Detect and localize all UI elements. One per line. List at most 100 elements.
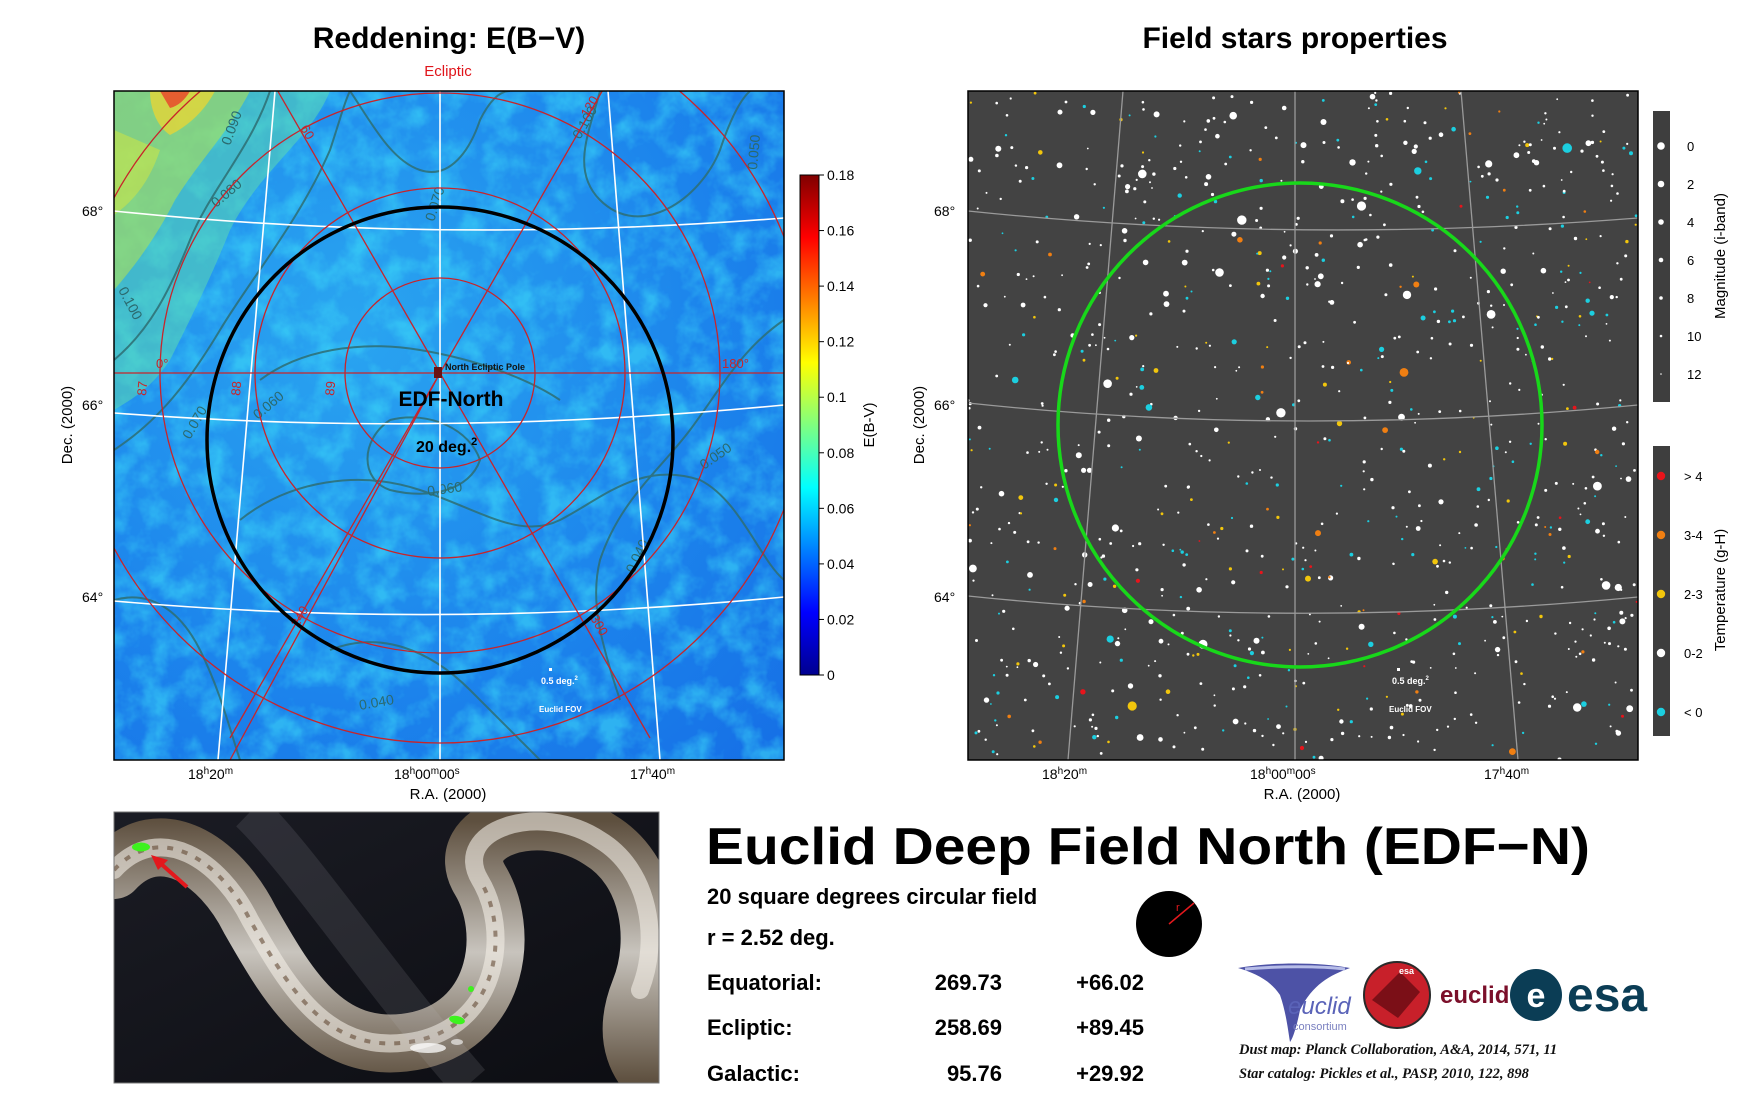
field-star <box>1164 484 1168 488</box>
field-star <box>1148 619 1154 625</box>
field-star <box>1213 531 1216 534</box>
colorbar-tick-label: 0.06 <box>827 500 854 516</box>
field-star <box>1322 340 1325 343</box>
field-star <box>1357 556 1361 561</box>
field-star <box>1358 735 1361 738</box>
field-star <box>1448 561 1452 564</box>
ra-tick-18h20m-stars: 18h20m <box>1042 766 1087 782</box>
field-star <box>1585 238 1588 241</box>
field-star <box>1231 339 1237 345</box>
field-star <box>1016 666 1019 669</box>
field-star <box>1193 726 1197 730</box>
field-star <box>1038 450 1041 453</box>
field-star <box>1523 682 1526 686</box>
field-star <box>1199 140 1202 144</box>
field-star <box>1374 133 1378 137</box>
field-star <box>1349 159 1356 166</box>
field-star <box>1575 655 1578 658</box>
field-star <box>1490 423 1493 426</box>
field-star <box>1458 450 1462 454</box>
field-star <box>1389 182 1393 186</box>
field-star <box>1444 107 1447 110</box>
field-star <box>1585 298 1590 303</box>
field-star <box>968 156 974 162</box>
field-star <box>976 284 980 288</box>
field-star <box>1614 583 1622 592</box>
field-star <box>1634 214 1638 218</box>
field-star <box>1605 313 1609 317</box>
field-star <box>1162 543 1165 546</box>
field-star <box>1073 725 1076 728</box>
field-star <box>1251 471 1254 474</box>
field-star <box>1551 695 1554 698</box>
field-star <box>1059 651 1063 654</box>
field-star <box>1206 119 1211 123</box>
field-star <box>1364 238 1368 241</box>
field-star <box>1057 109 1063 115</box>
field-star <box>1485 195 1490 199</box>
field-star <box>1527 151 1531 154</box>
field-star <box>1470 546 1473 550</box>
field-star <box>1098 537 1102 541</box>
field-star <box>1553 697 1557 700</box>
field-star <box>1493 620 1497 624</box>
field-star <box>1259 178 1263 183</box>
field-star <box>1411 275 1414 278</box>
field-star <box>1033 661 1039 668</box>
info-title: Euclid Deep Field North (EDF−N) <box>706 818 1590 876</box>
field-star <box>1235 369 1238 372</box>
field-star <box>1260 365 1264 369</box>
field-star <box>1632 583 1636 587</box>
field-star <box>1335 512 1338 515</box>
field-star <box>1075 452 1082 459</box>
field-star <box>1436 564 1439 568</box>
field-star <box>1220 526 1224 531</box>
field-star <box>1626 421 1629 424</box>
field-star <box>1418 698 1422 702</box>
field-star <box>1600 454 1603 457</box>
field-star <box>1420 315 1426 321</box>
field-star <box>1420 519 1423 523</box>
coord-lon-ecliptic: 258.69 <box>935 1015 1002 1040</box>
field-star <box>1082 358 1086 362</box>
field-star <box>1227 441 1230 444</box>
colorbar-tick-label: 0.14 <box>827 278 854 294</box>
field-star <box>1429 667 1432 669</box>
field-star <box>1231 687 1235 691</box>
field-star <box>1617 540 1621 544</box>
field-stars-title: Field stars properties <box>1142 22 1447 55</box>
field-star <box>1215 268 1224 277</box>
magnitude-legend-label: 2 <box>1687 177 1694 192</box>
field-star <box>1112 584 1117 588</box>
field-star <box>1573 703 1582 712</box>
field-star <box>1321 258 1326 262</box>
field-star <box>1387 735 1392 740</box>
field-star <box>1285 585 1289 589</box>
field-star <box>1306 283 1309 286</box>
field-star <box>1190 290 1193 293</box>
field-star <box>1143 200 1147 204</box>
field-star <box>1031 177 1035 180</box>
field-star <box>1237 237 1243 243</box>
field-star <box>1198 540 1201 542</box>
field-star <box>1173 166 1177 171</box>
colorbar-label: E(B-V) <box>861 402 878 447</box>
field-star <box>1476 487 1481 492</box>
field-star <box>1054 483 1058 487</box>
field-star <box>1161 594 1163 597</box>
field-star <box>1380 154 1383 158</box>
field-star <box>1351 198 1354 201</box>
dec-tick-66: 66° <box>82 397 103 413</box>
field-star <box>1087 262 1091 266</box>
field-star <box>1057 308 1061 312</box>
field-star <box>1289 244 1292 247</box>
field-star <box>1438 410 1442 413</box>
field-star <box>1561 320 1564 323</box>
field-star <box>1591 475 1595 479</box>
field-star <box>1302 681 1306 685</box>
field-star <box>1339 719 1344 724</box>
field-star <box>1154 135 1157 138</box>
field-star <box>1300 142 1307 149</box>
temperature-legend-label: > 4 <box>1684 469 1702 484</box>
field-star <box>1318 241 1322 245</box>
